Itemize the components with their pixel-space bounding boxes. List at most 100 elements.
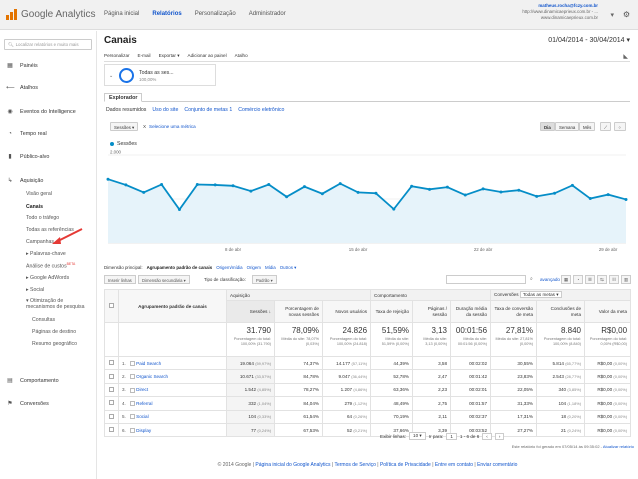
sidebar-subitem-cost-analysis[interactable]: Análise de custosBETA	[26, 262, 75, 270]
col-channel-grouping[interactable]: Agrupamento padrão de canais	[118, 289, 227, 323]
sidebar-subitem-landing-pages[interactable]: Páginas de destino	[32, 329, 77, 335]
sidebar-item-intelligence[interactable]: ◉ Eventos do Intelligence	[6, 108, 75, 116]
data-point[interactable]	[445, 185, 449, 189]
gear-icon[interactable]: ⚙	[622, 10, 630, 19]
col-sessions[interactable]: Sessões ↓	[226, 300, 275, 323]
customize-button[interactable]: Personalizar	[104, 53, 130, 58]
table-view-icon[interactable]: ▦	[561, 275, 571, 284]
data-point[interactable]	[302, 185, 306, 189]
account-selector[interactable]: matheus.rocha@fczy.com.br http://www.din…	[522, 3, 598, 21]
sidebar-search-input[interactable]: 🔍︎ Localizar relatórios e muito mais	[4, 39, 92, 50]
dimension-medium[interactable]: Mídia	[264, 265, 276, 270]
row-checkbox[interactable]	[104, 409, 119, 424]
sidebar-item-acquisition[interactable]: ↳ Aquisição	[6, 177, 43, 185]
sidebar-subitem-social[interactable]: ▸ Social	[26, 287, 45, 293]
table-row[interactable]: 3. Direct 1.542 (4,85%) 78,27% 1.207 (4,…	[104, 382, 632, 398]
share-icon[interactable]: ◣	[623, 54, 628, 60]
sidebar-subitem-seo[interactable]: ▾ Otimização de mecanismos de pesquisa	[26, 298, 85, 310]
refresh-report-link[interactable]: Atualizar relatório	[602, 444, 634, 449]
col-pages-session[interactable]: Páginas / sessão	[412, 300, 452, 323]
table-row[interactable]: 5. Social 104 (0,33%) 61,54% 64 (0,26%) …	[104, 409, 632, 424]
data-point[interactable]	[106, 177, 110, 181]
channel-link[interactable]: Social	[136, 414, 149, 420]
channel-link[interactable]: Organic Search	[136, 373, 169, 379]
data-point[interactable]	[553, 191, 557, 195]
goal-select[interactable]: Todas as metas ▾	[519, 291, 562, 298]
metric-selector[interactable]: Sessões ▾	[110, 122, 139, 131]
data-point[interactable]	[410, 184, 414, 188]
sidebar-subitem-all-referrals[interactable]: Todas as referências	[26, 227, 74, 233]
data-point[interactable]	[374, 191, 378, 195]
data-point[interactable]	[392, 207, 396, 211]
subtab-summary[interactable]: Dados resumidos	[106, 107, 147, 113]
footer-link-contact[interactable]: Entre em contato	[434, 462, 473, 468]
col-new-users[interactable]: Novos usuários	[321, 300, 372, 323]
footer-link-privacy[interactable]: Política de Privacidade	[379, 462, 431, 468]
data-point[interactable]	[535, 194, 539, 198]
table-row[interactable]: 2. Organic Search 10.671 (33,57%) 84,78%…	[104, 369, 632, 384]
sidebar-subitem-geo-summary[interactable]: Resumo geográfico	[32, 341, 77, 347]
data-point[interactable]	[177, 208, 181, 212]
data-point[interactable]	[481, 187, 485, 191]
channel-link[interactable]: Direct	[136, 387, 149, 393]
dimension-source-medium[interactable]: Origem/mídia	[216, 265, 243, 270]
col-goal-conv-rate[interactable]: Taxa de conversão de meta	[490, 300, 538, 323]
data-point[interactable]	[231, 184, 235, 188]
data-point[interactable]	[570, 183, 574, 187]
data-point[interactable]	[267, 182, 271, 186]
percentage-view-icon[interactable]: ◔	[573, 275, 583, 284]
data-point[interactable]	[160, 182, 164, 186]
table-row[interactable]: 1. Paid Search 19.064 (59,97%) 74,37% 14…	[104, 355, 632, 371]
subtab-site-usage[interactable]: Uso do site	[152, 107, 179, 113]
pivot-view-icon[interactable]: ▥	[621, 275, 631, 284]
data-point[interactable]	[499, 190, 503, 194]
sidebar-item-shortcuts[interactable]: ⟵ Atalhos	[6, 84, 38, 92]
period-month-button[interactable]: Mês	[579, 122, 596, 131]
period-week-button[interactable]: Semana	[555, 122, 580, 131]
channel-link[interactable]: Referral	[136, 400, 153, 406]
data-point[interactable]	[338, 182, 342, 186]
plot-rows-button[interactable]: Inserir linhas	[104, 275, 136, 284]
dimension-default-channel[interactable]: Agrupamento padrão de canais	[146, 265, 213, 270]
data-point[interactable]	[606, 193, 610, 197]
secondary-dimension-select[interactable]: Dimensão secundária ▾	[138, 275, 190, 284]
sidebar-item-realtime[interactable]: ◔ Tempo real	[6, 131, 46, 137]
data-point[interactable]	[195, 182, 199, 186]
data-point[interactable]	[428, 187, 432, 191]
col-goal-value[interactable]: Valor da meta	[584, 300, 632, 323]
data-point[interactable]	[142, 190, 146, 194]
export-button[interactable]: Exportar ▾	[158, 53, 180, 58]
sidebar-item-audience[interactable]: ▮ Público-alvo	[6, 153, 49, 161]
row-checkbox[interactable]	[104, 369, 119, 384]
period-day-button[interactable]: Dia	[540, 122, 555, 131]
sidebar-subitem-queries[interactable]: Consultas	[32, 317, 56, 323]
sort-type-select[interactable]: Padrão ▾	[252, 275, 277, 284]
select-metric-link[interactable]: Selecione uma métrica	[149, 124, 196, 129]
dimension-other[interactable]: Outros ▾	[279, 265, 297, 270]
term-cloud-icon[interactable]: ☷	[609, 275, 619, 284]
channel-link[interactable]: Display	[136, 427, 152, 433]
show-rows-select[interactable]: 10 ▾	[409, 432, 426, 440]
col-new-sessions-pct[interactable]: Porcentagem de novas sessões	[274, 300, 323, 323]
data-point[interactable]	[517, 188, 521, 192]
dimension-source[interactable]: Origem	[246, 265, 261, 270]
row-checkbox[interactable]	[104, 355, 119, 371]
footer-link-home[interactable]: Página inicial do Google Analytics	[255, 462, 331, 468]
next-page-button[interactable]: ›	[494, 432, 505, 440]
data-point[interactable]	[320, 192, 324, 196]
table-search-input[interactable]	[446, 275, 526, 284]
col-goal-completions[interactable]: Conclusões de meta	[536, 300, 586, 323]
nav-home[interactable]: Página inicial	[104, 11, 140, 17]
date-range-picker[interactable]: 01/04/2014 - 30/04/2014 ▾	[548, 36, 630, 44]
search-icon[interactable]: ⌕	[530, 276, 533, 282]
row-checkbox[interactable]	[104, 382, 119, 398]
shortcut-button[interactable]: Atalho	[234, 53, 248, 58]
sidebar-subitem-overview[interactable]: Visão geral	[26, 191, 52, 197]
sidebar-item-conversions[interactable]: ⚑ Conversões	[6, 400, 48, 408]
row-checkbox[interactable]	[104, 396, 119, 411]
sidebar-subitem-keywords[interactable]: ▸ Palavras-chave	[26, 251, 66, 257]
col-bounce-rate[interactable]: Taxa de rejeição	[370, 300, 414, 323]
data-point[interactable]	[213, 183, 217, 187]
table-row[interactable]: 6. Display 77 (0,24%) 67,53% 52 (0,21%) …	[104, 422, 632, 438]
